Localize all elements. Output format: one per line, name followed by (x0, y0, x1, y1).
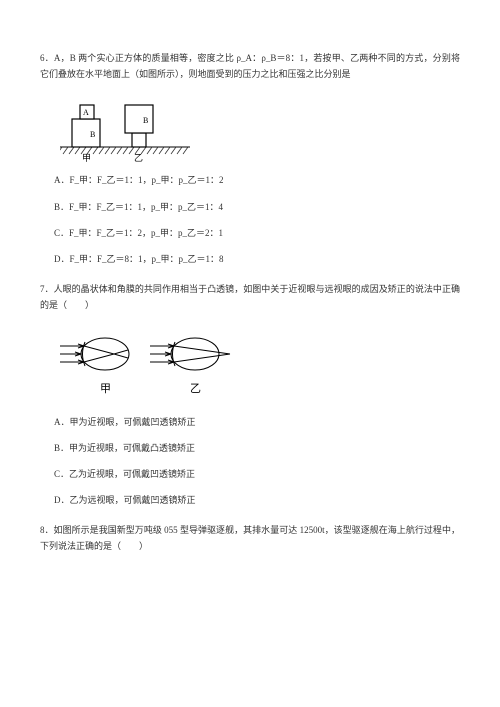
q7-fig-label-right: 乙 (190, 382, 201, 395)
q6-option-B: B．F_甲：F_乙＝1：1，p_甲：p_乙＝1：4 (54, 199, 460, 215)
question-8: 8．如图所示是我国新型万吨级 055 型导弹驱逐舰，其排水量可达 12500t，… (40, 522, 460, 554)
q7-svg: 甲 乙 (60, 324, 240, 404)
q6-option-C: C．F_甲：F_乙＝1：2，p_甲：p_乙＝2：1 (54, 225, 460, 241)
q6-fig-label-left: 甲 (82, 153, 91, 162)
q7-options: A．甲为近视眼，可佩戴凹透镜矫正 B．甲为近视眼，可佩戴凸透镜矫正 C．乙为近视… (54, 414, 460, 509)
q8-text: 8．如图所示是我国新型万吨级 055 型导弹驱逐舰，其排水量可达 12500t，… (40, 522, 460, 554)
q6-fig-A1: A (83, 108, 89, 117)
q7-option-D: D．乙为远视眼，可佩戴凹透镜矫正 (54, 492, 460, 508)
q6-option-A: A．F_甲：F_乙＝1：1，p_甲：p_乙＝1：2 (54, 172, 460, 188)
q6-svg: B A B 甲 乙 (60, 92, 190, 162)
q7-fig-label-left: 甲 (100, 383, 111, 395)
q6-options: A．F_甲：F_乙＝1：1，p_甲：p_乙＝1：2 B．F_甲：F_乙＝1：1，… (54, 172, 460, 267)
q6-fig-B1: B (90, 130, 95, 139)
q6-text: 6．A，B 两个实心正方体的质量相等，密度之比 ρ_A：ρ_B＝8：1，若按甲、… (40, 50, 460, 82)
q6-figure: B A B 甲 乙 (60, 92, 460, 162)
page: 6．A，B 两个实心正方体的质量相等，密度之比 ρ_A：ρ_B＝8：1，若按甲、… (0, 0, 500, 599)
q7-figure: 甲 乙 (60, 324, 460, 404)
q7-text: 7．人眼的晶状体和角膜的共同作用相当于凸透镜，如图中关于近视眼与远视眼的成因及矫… (40, 281, 460, 313)
q7-option-B: B．甲为近视眼，可佩戴凸透镜矫正 (54, 440, 460, 456)
question-6: 6．A，B 两个实心正方体的质量相等，密度之比 ρ_A：ρ_B＝8：1，若按甲、… (40, 50, 460, 267)
q7-option-C: C．乙为近视眼，可佩戴凹透镜矫正 (54, 466, 460, 482)
q6-fig-label-right: 乙 (134, 153, 143, 162)
q6-fig-B2: B (143, 116, 148, 125)
question-7: 7．人眼的晶状体和角膜的共同作用相当于凸透镜，如图中关于近视眼与远视眼的成因及矫… (40, 281, 460, 508)
q6-option-D: D．F_甲：F_乙＝8：1，p_甲：p_乙＝1：8 (54, 251, 460, 267)
q7-option-A: A．甲为近视眼，可佩戴凹透镜矫正 (54, 414, 460, 430)
